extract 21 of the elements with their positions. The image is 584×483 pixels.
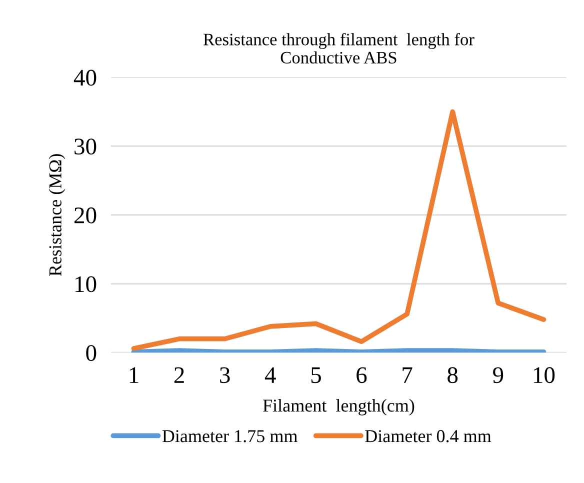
y-tick-label: 0 (86, 345, 96, 362)
x-tick-label: 10 (534, 367, 555, 384)
legend-label: Diameter 1.75 mm (162, 430, 298, 442)
y-tick-label: 40 (74, 70, 96, 86)
y-tick-label: 30 (74, 138, 96, 155)
x-tick-label: 2 (174, 367, 184, 383)
x-tick-label: 7 (402, 367, 412, 383)
x-tick-label: 1 (130, 367, 138, 383)
y-tick-label: 20 (74, 207, 96, 224)
chart-title: Resistance through filament length for Conductive ABS (204, 32, 474, 64)
y-axis-title: Resistance (MΩ) (48, 154, 66, 276)
x-tick-label: 8 (448, 367, 458, 384)
line-series (131, 109, 546, 351)
x-tick-label: 4 (264, 367, 276, 383)
x-tick-label: 5 (311, 367, 321, 384)
x-tick-label: 6 (356, 367, 367, 384)
legend-label: Diameter 0.4 mm (365, 430, 492, 442)
y-tick-label: 10 (76, 276, 96, 292)
x-tick-label: 9 (493, 367, 504, 384)
x-tick-label: 3 (220, 367, 230, 384)
x-axis-title: Filament length(cm) (263, 399, 414, 416)
